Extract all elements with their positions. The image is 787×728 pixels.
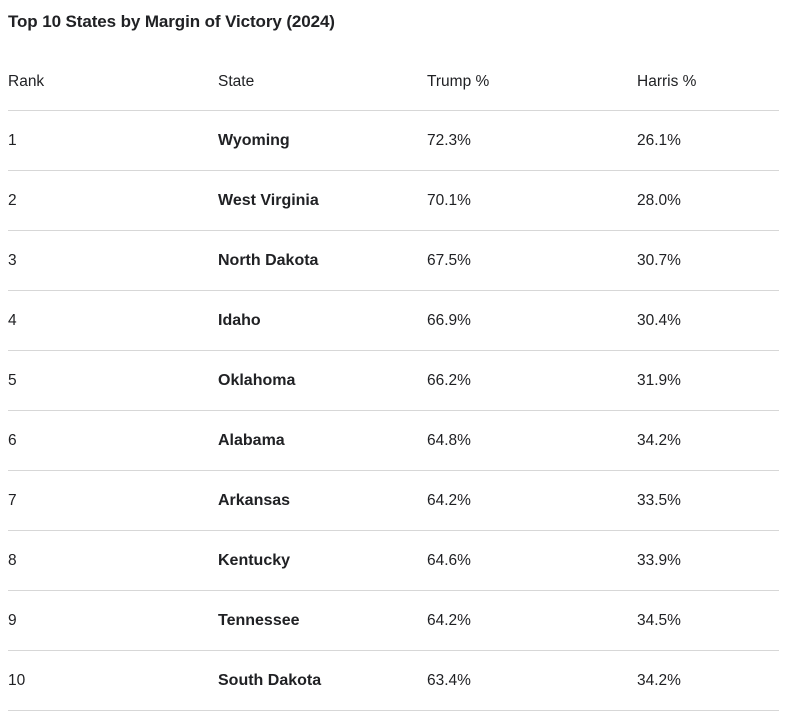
harris-cell: 34.2% [637,650,779,711]
trump-cell: 66.9% [427,290,637,351]
trump-cell: 72.3% [427,110,637,171]
trump-cell: 67.5% [427,230,637,291]
state-cell: Alabama [218,410,427,471]
state-cell: Kentucky [218,530,427,591]
table-row: 5 Oklahoma 66.2% 31.9% [8,350,779,411]
rank-cell: 4 [8,290,218,351]
state-cell: Arkansas [218,470,427,531]
harris-cell: 26.1% [637,110,779,171]
state-cell: South Dakota [218,650,427,711]
column-header-rank: Rank [8,32,218,111]
harris-cell: 28.0% [637,170,779,231]
table-header-row: Rank State Trump % Harris % [8,32,779,111]
state-cell: West Virginia [218,170,427,231]
table-row: 7 Arkansas 64.2% 33.5% [8,470,779,531]
state-cell: Idaho [218,290,427,351]
trump-cell: 64.2% [427,470,637,531]
rank-cell: 9 [8,590,218,651]
rank-cell: 5 [8,350,218,411]
state-cell: North Dakota [218,230,427,291]
trump-cell: 64.8% [427,410,637,471]
state-cell: Tennessee [218,590,427,651]
trump-cell: 63.4% [427,650,637,711]
harris-cell: 34.2% [637,410,779,471]
state-cell: Oklahoma [218,350,427,411]
table-row: 2 West Virginia 70.1% 28.0% [8,170,779,231]
trump-cell: 66.2% [427,350,637,411]
harris-cell: 31.9% [637,350,779,411]
harris-cell: 33.5% [637,470,779,531]
table-row: 10 South Dakota 63.4% 34.2% [8,650,779,711]
table-row: 3 North Dakota 67.5% 30.7% [8,230,779,291]
results-table: Rank State Trump % Harris % 1 Wyoming 72… [8,32,779,711]
table-row: 8 Kentucky 64.6% 33.9% [8,530,779,591]
column-header-trump: Trump % [427,32,637,111]
column-header-state: State [218,32,427,111]
trump-cell: 70.1% [427,170,637,231]
column-header-harris: Harris % [637,32,779,111]
harris-cell: 30.7% [637,230,779,291]
harris-cell: 33.9% [637,530,779,591]
trump-cell: 64.6% [427,530,637,591]
rank-cell: 10 [8,650,218,711]
table-row: 9 Tennessee 64.2% 34.5% [8,590,779,651]
table-row: 4 Idaho 66.9% 30.4% [8,290,779,351]
page-title: Top 10 States by Margin of Victory (2024… [8,12,335,31]
rank-cell: 3 [8,230,218,291]
table-row: 1 Wyoming 72.3% 26.1% [8,110,779,171]
table-row: 6 Alabama 64.8% 34.2% [8,410,779,471]
rank-cell: 8 [8,530,218,591]
harris-cell: 34.5% [637,590,779,651]
trump-cell: 64.2% [427,590,637,651]
rank-cell: 1 [8,110,218,171]
rank-cell: 2 [8,170,218,231]
harris-cell: 30.4% [637,290,779,351]
rank-cell: 7 [8,470,218,531]
rank-cell: 6 [8,410,218,471]
state-cell: Wyoming [218,110,427,171]
